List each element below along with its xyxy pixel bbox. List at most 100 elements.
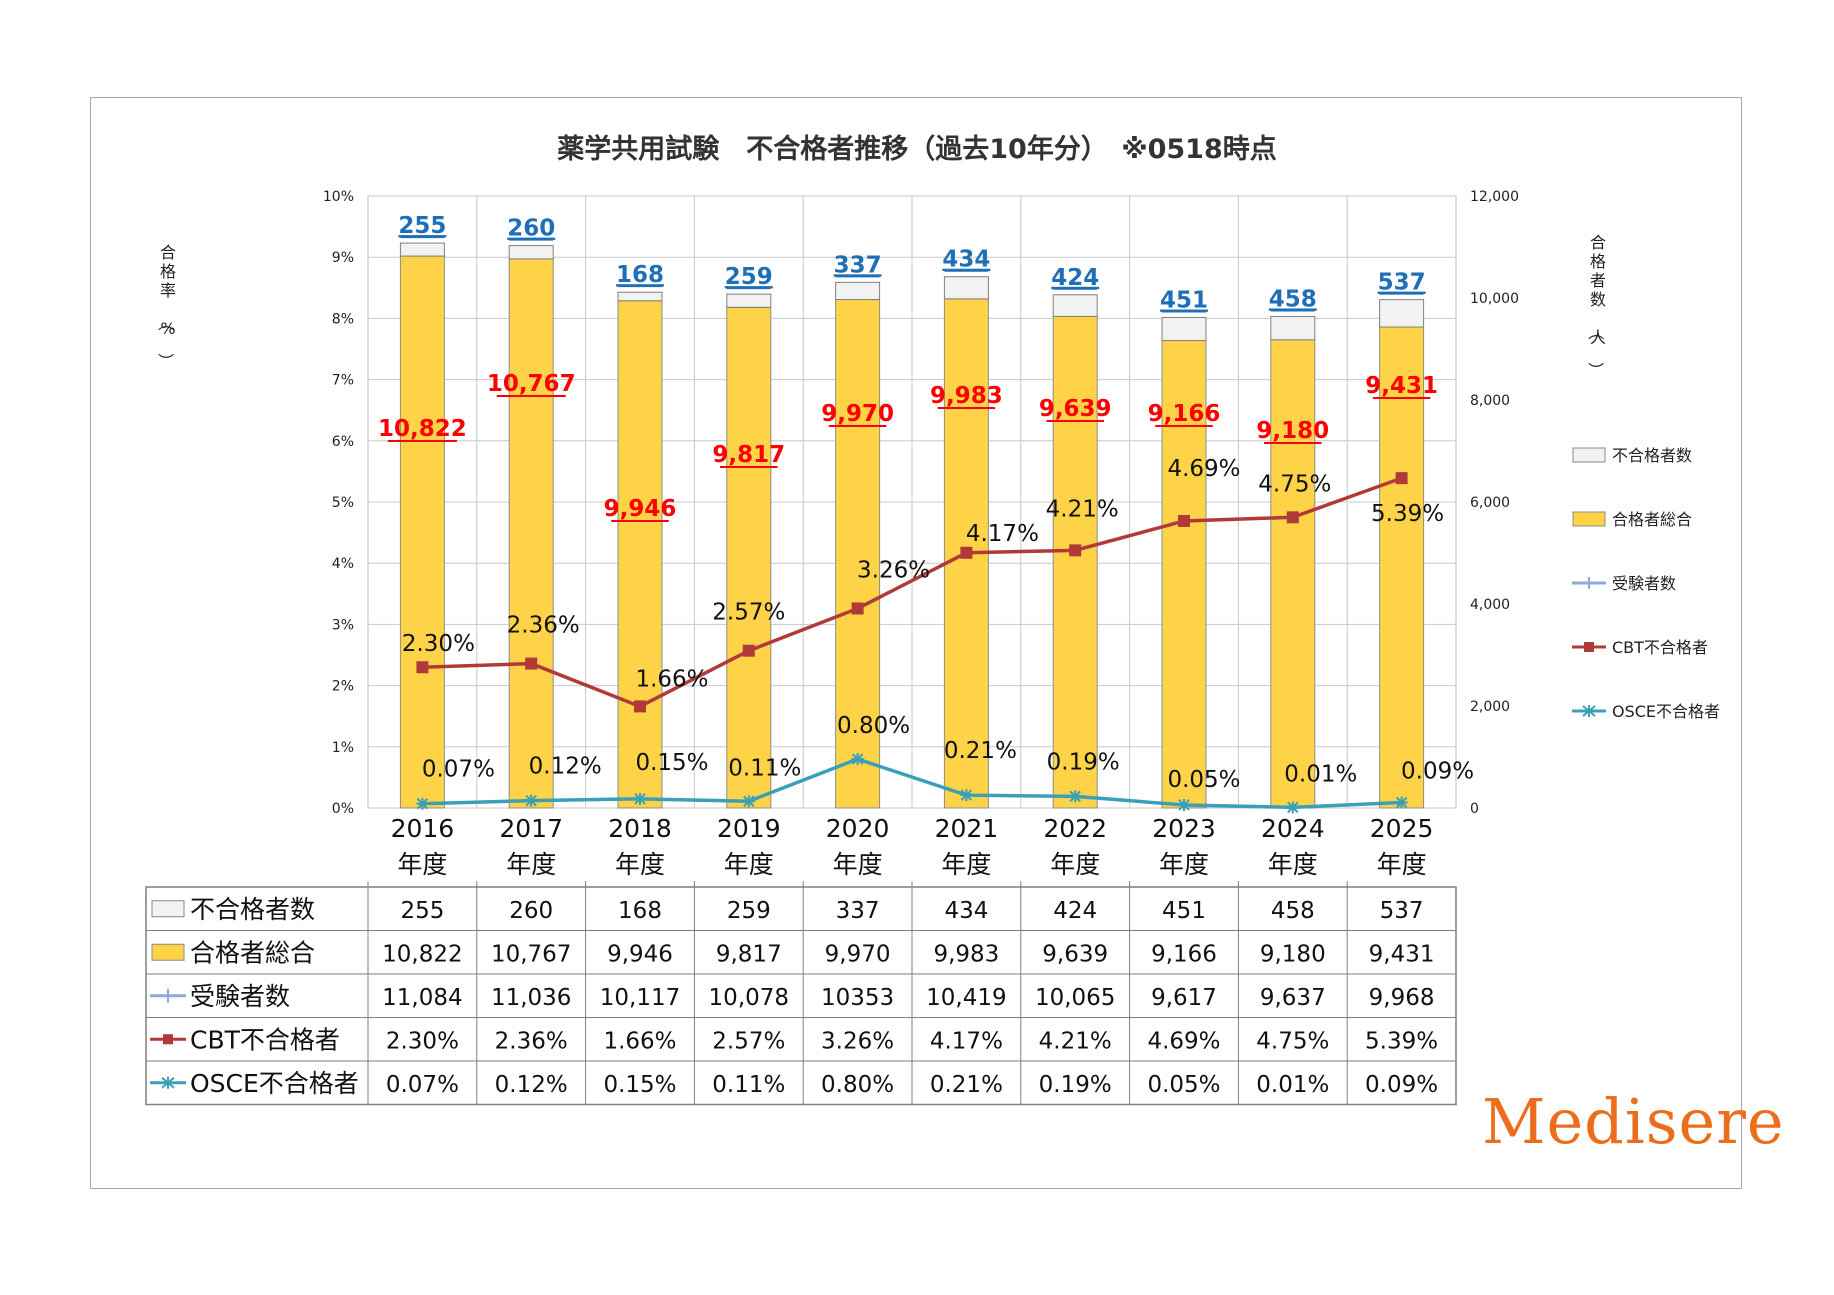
table-cell: 10353 [821, 985, 894, 1011]
table-cell: 9,431 [1369, 941, 1435, 967]
data-label-fail: 337 [834, 252, 882, 278]
cbt-label: 5.39% [1371, 501, 1444, 527]
table-row-header: 不合格者数 [190, 895, 315, 924]
osce-label: 0.09% [1401, 758, 1474, 784]
osce-line [422, 757, 1402, 810]
table-cell: 0.07% [386, 1072, 459, 1098]
bar-fail [508, 245, 554, 260]
bar-pass [1379, 326, 1425, 809]
bar-pass [508, 258, 554, 809]
table-cell: 9,180 [1260, 941, 1326, 967]
x-tick-year: 2017 [499, 814, 563, 843]
data-label-pass: 9,639 [1039, 396, 1112, 422]
medisere-logo: Medisere [1482, 1085, 1785, 1158]
osce-label: 0.21% [944, 738, 1017, 764]
data-label-pass: 9,970 [821, 401, 894, 427]
chart-frame [90, 97, 1742, 1189]
cbt-point [525, 657, 538, 670]
x-tick-suffix: 年度 [397, 850, 447, 879]
bar-fail [943, 276, 989, 300]
x-tick-suffix: 年度 [1268, 850, 1318, 879]
data-label-pass: 9,431 [1365, 373, 1438, 399]
y-right-tick: 0 [1470, 801, 1479, 817]
osce-point [634, 792, 646, 805]
cbt-label: 4.21% [1046, 496, 1119, 522]
cbt-point [1178, 514, 1190, 527]
legend-marker [1584, 642, 1594, 652]
legend-swatch [1572, 447, 1606, 463]
table-cell: 1.66% [603, 1028, 676, 1054]
osce-label: 0.80% [837, 713, 910, 739]
osce-label: 0.05% [1167, 767, 1240, 793]
table-cell: 337 [836, 898, 880, 924]
cbt-label: 4.69% [1167, 456, 1240, 482]
data-label-pass: 9,166 [1148, 401, 1221, 427]
osce-point [1178, 798, 1190, 811]
legend-label: OSCE不合格者 [1612, 702, 1720, 721]
y-right-tick: 4,000 [1470, 597, 1510, 613]
table-cell: 2.36% [495, 1028, 568, 1054]
table-cell: 0.15% [603, 1072, 676, 1098]
bar-fail [835, 281, 881, 301]
legend-swatch [1572, 511, 1606, 527]
cbt-label: 1.66% [635, 666, 708, 692]
table-cell: 0.09% [1365, 1072, 1438, 1098]
osce-point [525, 794, 538, 807]
table-cell: 11,036 [491, 985, 571, 1011]
y-left-tick: 10% [323, 189, 354, 205]
data-label-pass: 10,822 [378, 416, 467, 442]
data-label-fail: 451 [1160, 288, 1208, 314]
legend-label: 合格者総合 [1612, 510, 1692, 529]
table-legend-key [151, 943, 185, 961]
data-table [145, 886, 1457, 1106]
x-tick-year: 2025 [1370, 814, 1434, 843]
table-cell: 3.26% [821, 1028, 894, 1054]
legend-label: 受験者数 [1612, 574, 1676, 593]
table-cell: 259 [727, 898, 771, 924]
table-cell: 9,639 [1042, 941, 1108, 967]
bar-pass [835, 299, 881, 809]
y-right-label: 合格者数（人） [1586, 233, 1606, 378]
bar-fail [617, 291, 663, 302]
cbt-label: 2.36% [507, 613, 580, 639]
cbt-label: 4.17% [966, 521, 1039, 547]
x-tick-suffix: 年度 [1050, 850, 1100, 879]
cbt-point [1395, 472, 1408, 485]
table-cell: 10,117 [600, 985, 680, 1011]
x-tick-year: 2019 [717, 814, 781, 843]
bar-fail [1379, 299, 1425, 328]
cbt-point [1286, 511, 1299, 524]
x-tick-year: 2024 [1261, 814, 1325, 843]
osce-label: 0.15% [635, 750, 708, 776]
osce-point [851, 753, 864, 766]
table-cell: 5.39% [1365, 1028, 1438, 1054]
table-cell: 0.21% [930, 1072, 1003, 1098]
table-cell: 0.19% [1039, 1072, 1112, 1098]
cbt-label: 4.75% [1258, 471, 1331, 497]
table-cell: 10,822 [382, 941, 462, 967]
cbt-label: 3.26% [857, 557, 930, 583]
cbt-line [422, 476, 1403, 709]
y-left-tick: 8% [332, 311, 354, 327]
y-right-tick: 12,000 [1470, 189, 1519, 205]
data-label-pass: 10,767 [487, 371, 576, 397]
data-label-fail: 424 [1051, 265, 1099, 291]
osce-point [742, 795, 755, 808]
data-label-pass: 9,180 [1256, 418, 1329, 444]
y-left-tick: 2% [332, 679, 354, 695]
table-cell: 10,419 [926, 985, 1006, 1011]
table-cell: 9,166 [1151, 941, 1217, 967]
table-cell: 9,970 [825, 941, 891, 967]
y-left-tick: 1% [332, 740, 354, 756]
table-legend-key [151, 900, 185, 918]
data-label-fail: 255 [398, 213, 446, 239]
data-label-fail: 260 [507, 216, 555, 242]
osce-label: 0.07% [422, 757, 495, 783]
legend-label: 不合格者数 [1612, 446, 1692, 465]
table-cell: 260 [509, 898, 553, 924]
table-cell: 0.80% [821, 1072, 894, 1098]
x-tick-year: 2020 [826, 814, 890, 843]
table-cell: 4.17% [930, 1028, 1003, 1054]
bar-pass [726, 306, 772, 809]
